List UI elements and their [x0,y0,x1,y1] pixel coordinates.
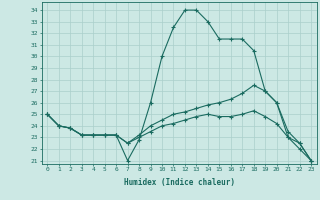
X-axis label: Humidex (Indice chaleur): Humidex (Indice chaleur) [124,178,235,187]
